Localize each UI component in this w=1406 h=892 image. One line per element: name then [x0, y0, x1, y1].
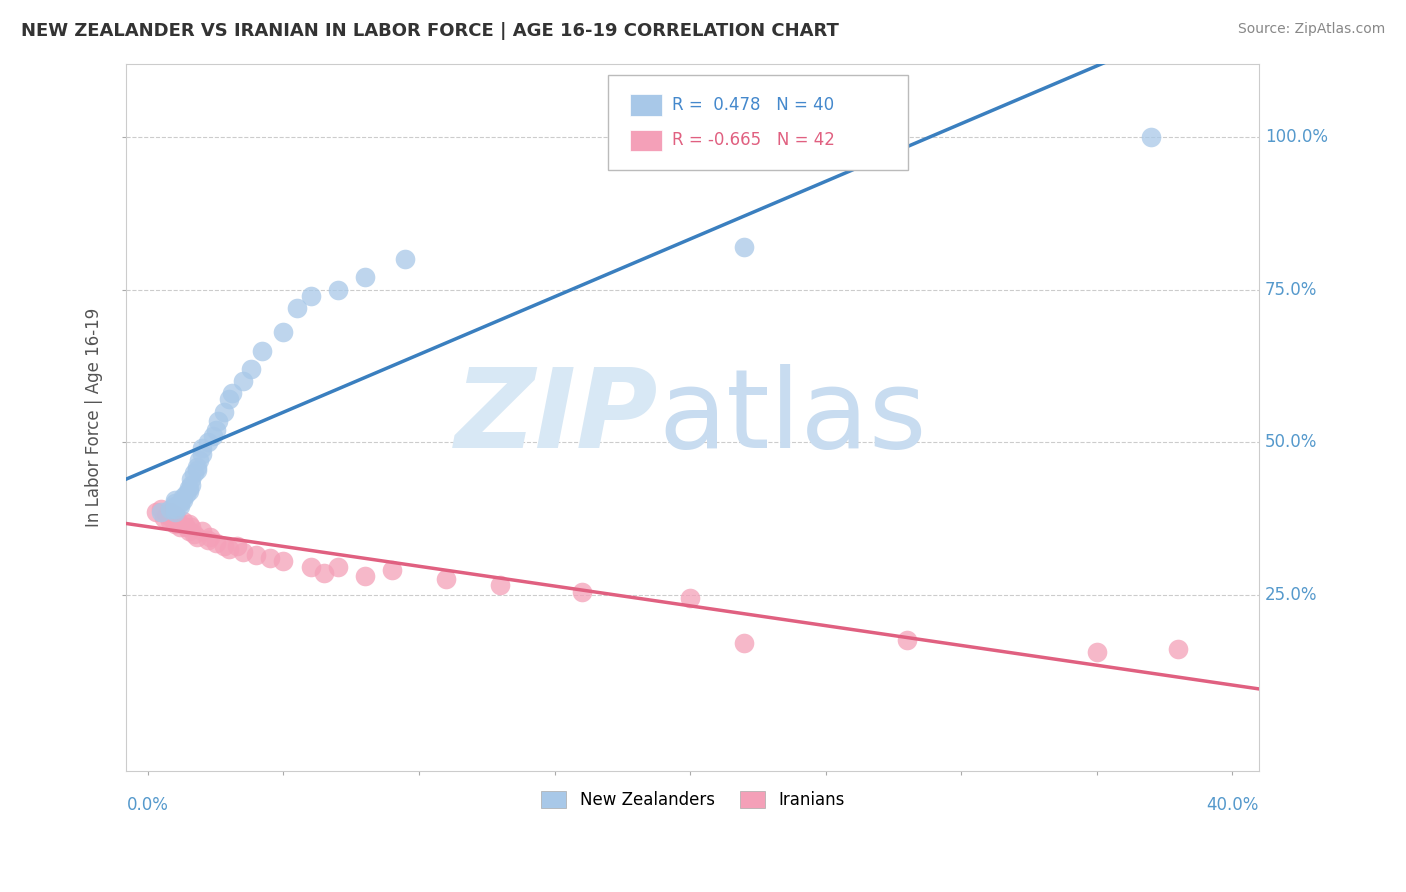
Text: 50.0%: 50.0%: [1265, 434, 1317, 451]
Legend: New Zealanders, Iranians: New Zealanders, Iranians: [534, 785, 851, 816]
Point: [172, 493, 194, 508]
Point: [1085, 645, 1108, 659]
Point: [204, 535, 226, 549]
Point: [174, 487, 197, 501]
Point: [218, 541, 240, 556]
Point: [159, 502, 181, 516]
Point: [1140, 130, 1163, 145]
Y-axis label: In Labor Force | Age 16-19: In Labor Force | Age 16-19: [86, 308, 103, 527]
Point: [163, 499, 186, 513]
Point: [896, 633, 918, 648]
Point: [159, 515, 181, 529]
Point: [273, 326, 295, 340]
Point: [163, 508, 186, 523]
Point: [186, 530, 208, 544]
Point: [245, 548, 267, 562]
Point: [353, 270, 375, 285]
Text: 100.0%: 100.0%: [1265, 128, 1327, 146]
Point: [186, 459, 208, 474]
Point: [191, 447, 214, 461]
Text: R = -0.665   N = 42: R = -0.665 N = 42: [672, 131, 835, 150]
Point: [201, 429, 224, 443]
Point: [733, 240, 755, 254]
Point: [197, 533, 219, 547]
Point: [489, 578, 512, 592]
Point: [207, 414, 229, 428]
Point: [159, 505, 181, 519]
Point: [169, 496, 191, 510]
Point: [200, 530, 222, 544]
Point: [353, 569, 375, 583]
Text: 75.0%: 75.0%: [1265, 281, 1317, 299]
Point: [174, 520, 197, 534]
Point: [177, 517, 200, 532]
Point: [326, 283, 349, 297]
Point: [273, 554, 295, 568]
Point: [197, 435, 219, 450]
Point: [180, 472, 202, 486]
Point: [150, 505, 173, 519]
Point: [191, 524, 214, 538]
Point: [212, 539, 235, 553]
Text: atlas: atlas: [659, 364, 928, 471]
Point: [250, 343, 273, 358]
Point: [180, 520, 202, 534]
Point: [145, 505, 167, 519]
Point: [1167, 642, 1189, 657]
Point: [285, 301, 308, 315]
FancyBboxPatch shape: [630, 130, 662, 151]
Point: [163, 496, 186, 510]
Point: [163, 505, 186, 519]
Point: [156, 508, 179, 523]
Text: 0.0%: 0.0%: [127, 797, 169, 814]
Text: Source: ZipAtlas.com: Source: ZipAtlas.com: [1237, 22, 1385, 37]
Point: [239, 362, 262, 376]
Point: [326, 560, 349, 574]
Point: [299, 560, 322, 574]
Point: [218, 392, 240, 407]
Point: [163, 517, 186, 532]
Point: [226, 539, 249, 553]
Text: NEW ZEALANDER VS IRANIAN IN LABOR FORCE | AGE 16-19 CORRELATION CHART: NEW ZEALANDER VS IRANIAN IN LABOR FORCE …: [21, 22, 839, 40]
Point: [172, 515, 194, 529]
Point: [183, 466, 205, 480]
Point: [177, 524, 200, 538]
Point: [212, 404, 235, 418]
FancyBboxPatch shape: [607, 75, 908, 170]
Text: 25.0%: 25.0%: [1265, 585, 1317, 604]
Point: [394, 252, 416, 267]
Point: [166, 515, 188, 529]
Point: [153, 511, 176, 525]
Point: [172, 490, 194, 504]
Point: [188, 453, 211, 467]
Point: [177, 483, 200, 498]
Point: [381, 563, 404, 577]
Point: [183, 526, 205, 541]
Point: [162, 511, 184, 525]
Point: [221, 386, 243, 401]
Point: [177, 481, 200, 495]
Point: [571, 584, 593, 599]
Point: [434, 572, 457, 586]
Point: [150, 502, 173, 516]
Point: [204, 423, 226, 437]
Point: [232, 374, 254, 388]
FancyBboxPatch shape: [630, 95, 662, 116]
Point: [163, 493, 186, 508]
Text: ZIP: ZIP: [456, 364, 659, 471]
Text: 40.0%: 40.0%: [1206, 797, 1258, 814]
Point: [180, 477, 202, 491]
Point: [169, 499, 191, 513]
Point: [299, 289, 322, 303]
Point: [259, 551, 281, 566]
Point: [186, 462, 208, 476]
Point: [733, 636, 755, 650]
Point: [314, 566, 336, 581]
Point: [163, 502, 186, 516]
Point: [191, 441, 214, 455]
Point: [232, 545, 254, 559]
Point: [169, 520, 191, 534]
Point: [679, 591, 702, 605]
Text: R =  0.478   N = 40: R = 0.478 N = 40: [672, 96, 835, 114]
